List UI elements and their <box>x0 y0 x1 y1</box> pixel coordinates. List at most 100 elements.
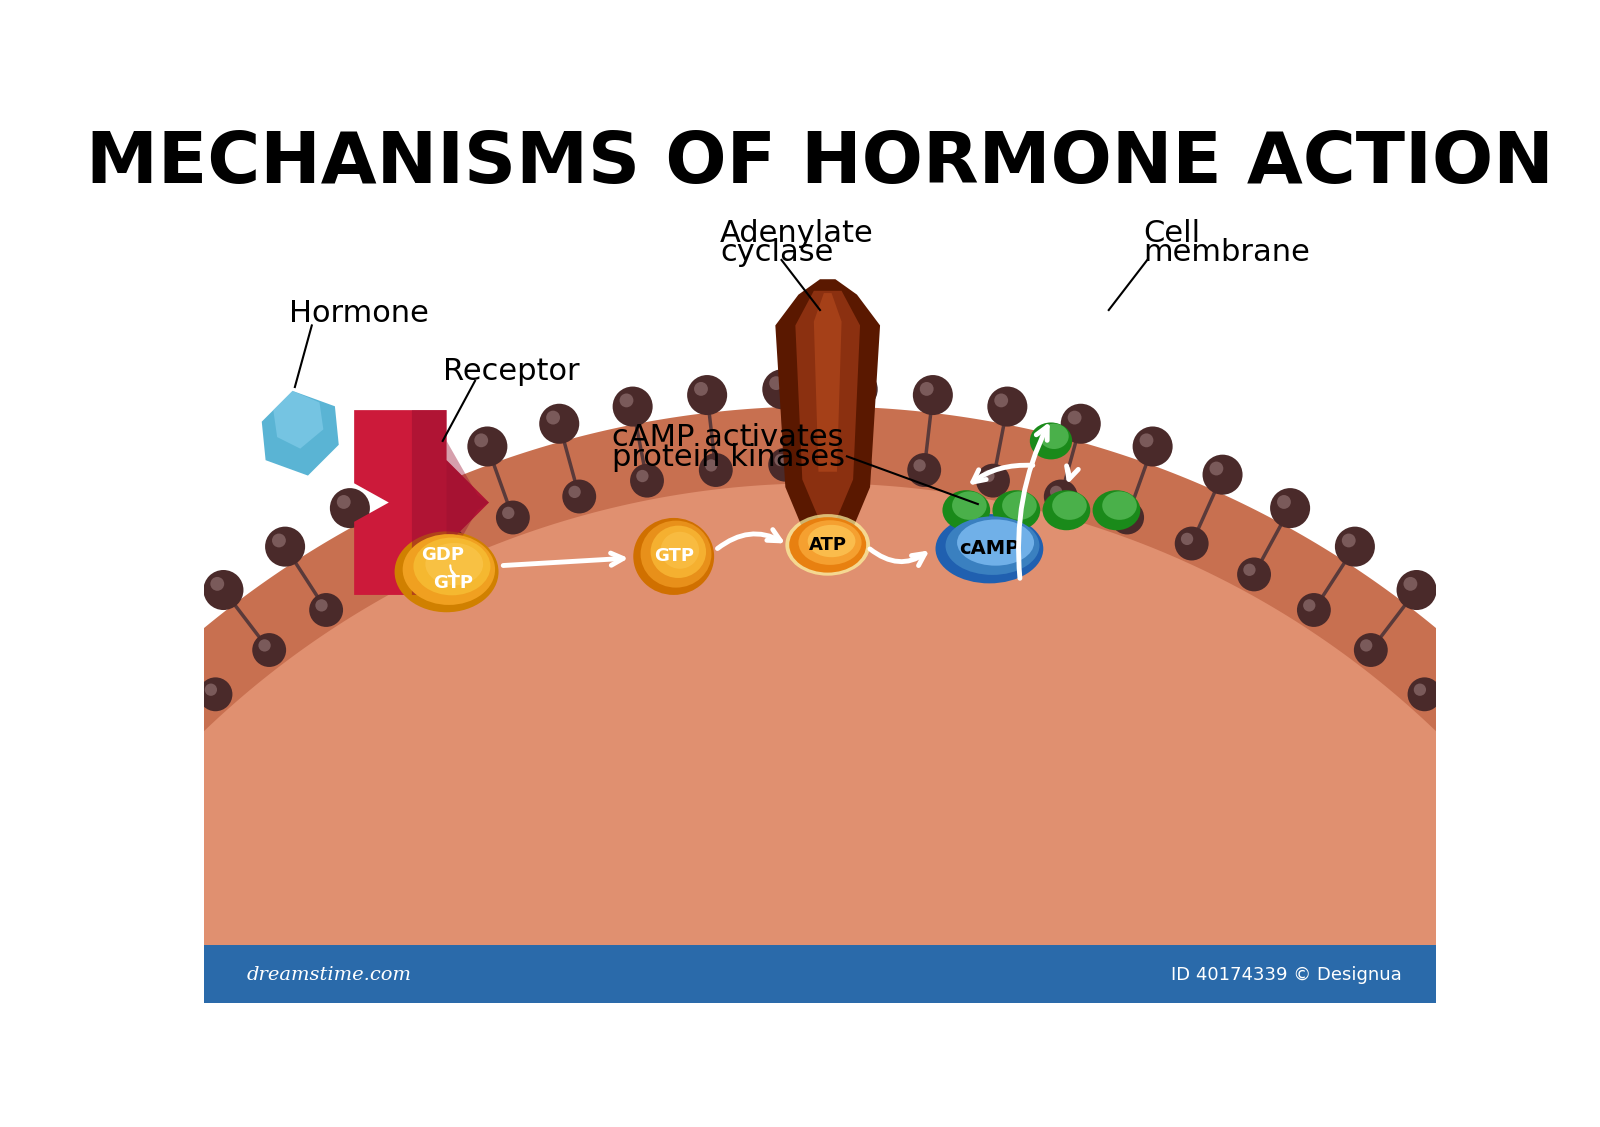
Circle shape <box>1342 533 1355 548</box>
Ellipse shape <box>795 522 861 568</box>
Circle shape <box>253 633 286 667</box>
Circle shape <box>266 526 306 567</box>
Ellipse shape <box>1043 490 1090 530</box>
Circle shape <box>1050 486 1062 498</box>
Ellipse shape <box>808 525 856 557</box>
Text: dreamstime.com: dreamstime.com <box>246 966 411 984</box>
Circle shape <box>706 459 717 471</box>
Circle shape <box>210 577 224 591</box>
Circle shape <box>1414 684 1426 695</box>
Circle shape <box>613 387 653 427</box>
Circle shape <box>205 684 218 695</box>
Circle shape <box>397 454 437 495</box>
Polygon shape <box>0 449 1600 1127</box>
Circle shape <box>1408 677 1442 711</box>
Circle shape <box>1334 526 1374 567</box>
Circle shape <box>994 393 1008 407</box>
Circle shape <box>1117 507 1128 520</box>
Circle shape <box>699 453 733 487</box>
Circle shape <box>1133 426 1173 467</box>
Circle shape <box>838 447 872 481</box>
Circle shape <box>1403 577 1418 591</box>
Ellipse shape <box>952 491 987 520</box>
Ellipse shape <box>1030 423 1072 460</box>
Circle shape <box>330 488 370 529</box>
Circle shape <box>1298 593 1331 627</box>
Circle shape <box>1110 500 1144 534</box>
Text: ATP: ATP <box>808 535 846 553</box>
Circle shape <box>768 447 802 481</box>
Circle shape <box>467 426 507 467</box>
Ellipse shape <box>1002 491 1037 520</box>
Ellipse shape <box>942 490 990 530</box>
Text: cAMP activates: cAMP activates <box>613 423 843 452</box>
Text: membrane: membrane <box>1144 238 1310 267</box>
Circle shape <box>1243 564 1256 576</box>
Polygon shape <box>354 410 490 595</box>
Text: Hormone: Hormone <box>288 300 429 328</box>
Circle shape <box>539 403 579 444</box>
Ellipse shape <box>786 514 870 576</box>
Circle shape <box>686 375 726 415</box>
Circle shape <box>914 459 926 471</box>
Circle shape <box>838 370 878 409</box>
Circle shape <box>920 382 934 396</box>
Circle shape <box>374 564 387 576</box>
Circle shape <box>619 393 634 407</box>
Circle shape <box>474 434 488 447</box>
Polygon shape <box>795 291 861 518</box>
Circle shape <box>1302 600 1315 612</box>
Circle shape <box>432 526 466 560</box>
Circle shape <box>845 454 856 467</box>
Circle shape <box>914 375 954 415</box>
Circle shape <box>259 639 270 651</box>
Text: Receptor: Receptor <box>443 357 579 387</box>
Ellipse shape <box>1093 490 1141 530</box>
Ellipse shape <box>789 517 866 573</box>
Bar <box>205 946 1437 1003</box>
Circle shape <box>637 470 648 482</box>
Polygon shape <box>446 441 490 565</box>
Ellipse shape <box>936 514 1043 584</box>
Circle shape <box>309 593 342 627</box>
Circle shape <box>976 463 1010 498</box>
Ellipse shape <box>640 521 712 587</box>
Text: MECHANISMS OF HORMONE ACTION: MECHANISMS OF HORMONE ACTION <box>86 130 1554 198</box>
Ellipse shape <box>651 525 706 578</box>
Ellipse shape <box>798 521 861 565</box>
Circle shape <box>987 387 1027 427</box>
Polygon shape <box>0 407 1600 1127</box>
Circle shape <box>272 533 286 548</box>
Circle shape <box>405 462 418 476</box>
Circle shape <box>694 382 707 396</box>
Circle shape <box>546 410 560 425</box>
Text: Adenylate: Adenylate <box>720 219 874 248</box>
Ellipse shape <box>1040 424 1069 449</box>
Circle shape <box>502 507 515 520</box>
Circle shape <box>1237 558 1270 592</box>
Polygon shape <box>776 279 880 533</box>
Ellipse shape <box>946 516 1040 575</box>
Circle shape <box>1043 480 1078 514</box>
Text: GDP: GDP <box>421 545 464 564</box>
Circle shape <box>1354 633 1387 667</box>
Circle shape <box>982 470 995 482</box>
Circle shape <box>845 376 859 390</box>
Circle shape <box>203 570 243 610</box>
Ellipse shape <box>1102 491 1138 520</box>
Circle shape <box>568 486 581 498</box>
Circle shape <box>907 453 941 487</box>
Circle shape <box>1397 570 1437 610</box>
Circle shape <box>1067 410 1082 425</box>
Circle shape <box>370 558 403 592</box>
Circle shape <box>562 480 597 514</box>
Circle shape <box>630 463 664 498</box>
Ellipse shape <box>661 532 699 569</box>
Circle shape <box>1174 526 1208 560</box>
Ellipse shape <box>957 520 1034 566</box>
Circle shape <box>1210 462 1224 476</box>
Circle shape <box>1270 488 1310 529</box>
Circle shape <box>1360 639 1373 651</box>
Circle shape <box>1203 454 1243 495</box>
Ellipse shape <box>1053 491 1086 520</box>
